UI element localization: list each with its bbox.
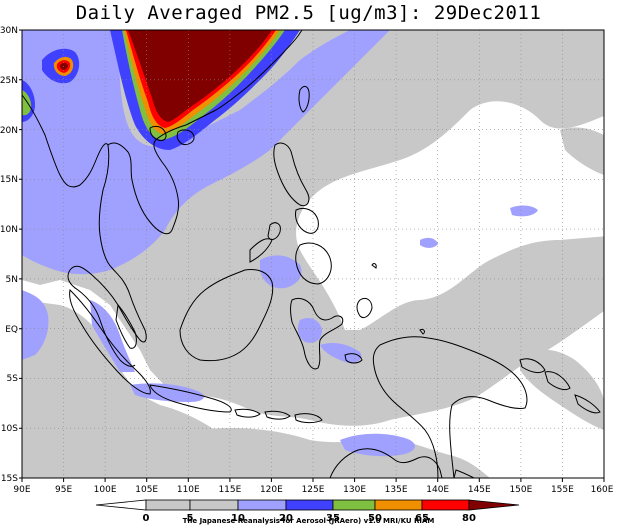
lat-label: 25N [0,76,18,86]
lon-label: 140E [426,485,449,495]
lat-label: 15N [0,175,18,185]
colorbar-swatch [468,499,520,511]
lon-label: 105E [135,485,158,495]
colorbar-swatch [237,499,287,511]
lat-label: 30N [0,26,18,36]
lon-label: 100E [94,485,117,495]
colorbar-swatch [189,499,239,511]
lat-label: 10N [0,225,18,235]
lon-label: 95E [55,485,72,495]
tick-marks [19,29,605,482]
lat-label: 20N [0,126,18,136]
lon-label: 135E [385,485,408,495]
colorbar-swatch [332,499,376,511]
lon-label: 160E [591,485,614,495]
coastlines [22,30,601,478]
lon-label: 120E [260,485,283,495]
lon-tick-labels: 90E 95E 100E 105E 110E 115E 120E 125E 13… [13,485,613,495]
graticule [22,30,604,478]
colorbar-label: 35 [326,513,340,524]
lat-label: 15S [1,474,18,484]
lon-label: 150E [509,485,532,495]
colorbar-label: 5 [187,513,194,524]
colorbar-swatch [145,499,191,511]
colorbar-label: 65 [415,513,429,524]
map-title: Daily Averaged PM2.5 [ug/m3]: 29Dec2011 [75,2,542,24]
data-credit: The Japanese Reanalysis for Aerosol (JRA… [182,517,435,525]
colorbar-label: 50 [368,513,382,524]
colorbar-labels: 0 5 10 20 35 50 65 80 [143,513,476,524]
colorbar-label: 0 [143,513,150,524]
lon-label: 90E [13,485,30,495]
colorbar-swatch [285,499,334,511]
colorbar-swatch [374,499,423,511]
lon-label: 125E [302,485,325,495]
colorbar-label: 20 [279,513,293,524]
colorbar [95,499,520,511]
lon-label: 110E [177,485,200,495]
lat-label: 10S [1,424,18,434]
colorbar-swatch [95,499,147,511]
lon-label: 130E [343,485,366,495]
lat-label: 5N [6,275,18,285]
lon-label: 145E [468,485,491,495]
lat-tick-labels: 30N 25N 20N 15N 10N 5N EQ 5S 10S 15S [0,26,18,484]
lon-label: 115E [218,485,241,495]
colorbar-swatch [421,499,470,511]
pm25-field [22,30,604,478]
lat-label: 5S [7,374,19,384]
lon-label: 155E [551,485,574,495]
lat-label: EQ [5,325,18,335]
pm25-band-80-plus [60,30,272,122]
colorbar-label: 80 [462,513,476,524]
pm25-band-10-20 [22,30,538,457]
colorbar-label: 10 [231,513,245,524]
